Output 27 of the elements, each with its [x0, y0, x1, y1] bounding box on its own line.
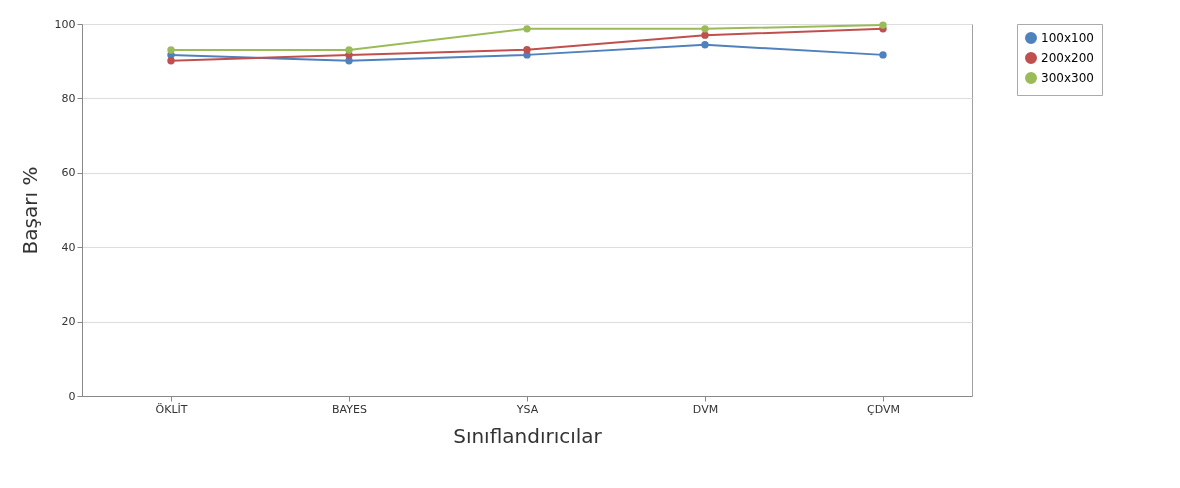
x-tick-label: ÖKLİT	[155, 402, 188, 416]
point	[345, 46, 353, 54]
point	[523, 45, 531, 54]
y-tick-label: 40	[61, 240, 76, 254]
y-tick-label: 100	[54, 17, 76, 31]
point	[701, 31, 709, 39]
legend-label: 100x100	[1041, 31, 1094, 45]
x-tick-label: BAYES	[332, 402, 367, 416]
point	[701, 41, 709, 49]
x-tick-label: ÇDVM	[867, 402, 900, 416]
y-tick-label: 20	[61, 315, 76, 329]
point	[167, 46, 175, 54]
legend-label: 200x200	[1041, 51, 1094, 65]
x-axis-title: Sınıflandırıcılar	[453, 423, 603, 448]
y-tick-label: 0	[68, 389, 76, 403]
point	[167, 57, 175, 65]
point	[879, 51, 887, 59]
point	[701, 25, 709, 33]
point	[523, 25, 531, 33]
legend-label: 300x300	[1041, 71, 1094, 85]
point	[879, 21, 887, 29]
point	[345, 57, 353, 65]
y-tick-label: 60	[61, 166, 76, 180]
x-tick-label: YSA	[515, 402, 539, 416]
y-tick-label: 80	[61, 91, 76, 105]
x-tick-label: DVM	[692, 402, 719, 416]
y-axis-title: Başarı %	[17, 166, 42, 255]
